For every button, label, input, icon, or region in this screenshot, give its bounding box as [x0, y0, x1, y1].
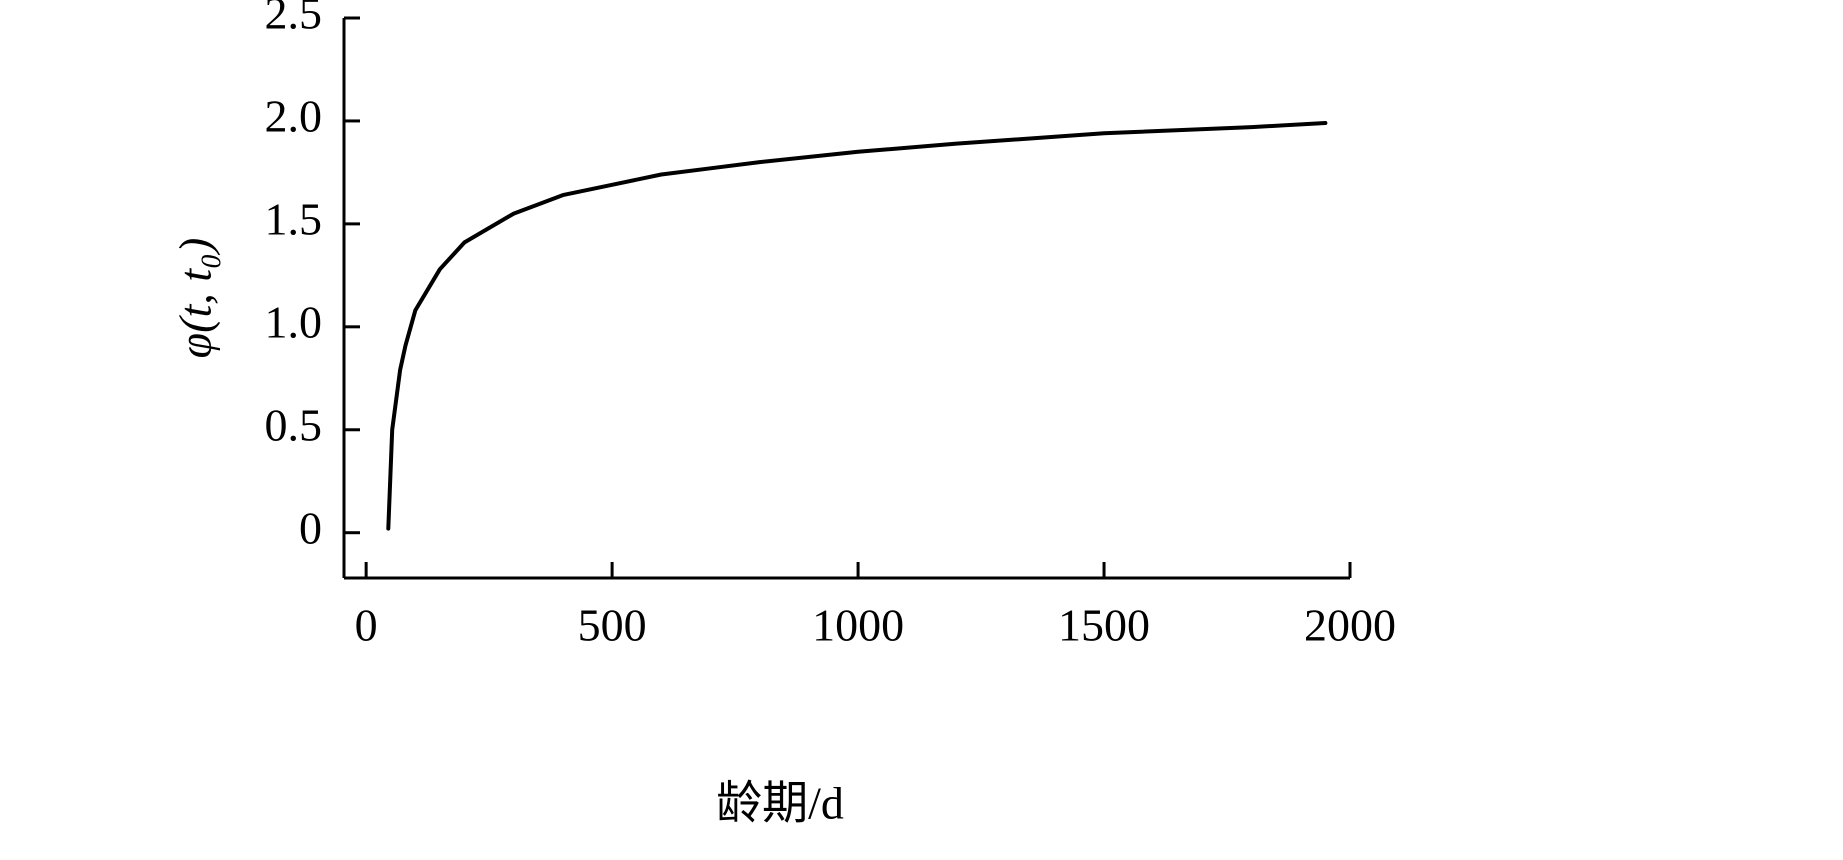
data-line [386, 121, 1328, 531]
y-tick-label: 2.5 [265, 0, 323, 39]
y-tick-label: 0 [299, 502, 322, 553]
x-axis-label: 龄期/d [716, 778, 844, 829]
y-axis-label: φ(t, t₀) [170, 238, 221, 359]
y-tick-label: 2.0 [265, 91, 323, 142]
y-tick-label: 1.0 [265, 296, 323, 347]
y-tick-label: 0.5 [265, 399, 323, 450]
y-tick-label: 1.5 [265, 193, 323, 244]
x-tick-label: 2000 [1304, 600, 1396, 651]
x-tick-label: 1000 [812, 600, 904, 651]
x-tick-label: 0 [355, 600, 378, 651]
x-tick-label: 500 [578, 600, 647, 651]
x-tick-label: 1500 [1058, 600, 1150, 651]
